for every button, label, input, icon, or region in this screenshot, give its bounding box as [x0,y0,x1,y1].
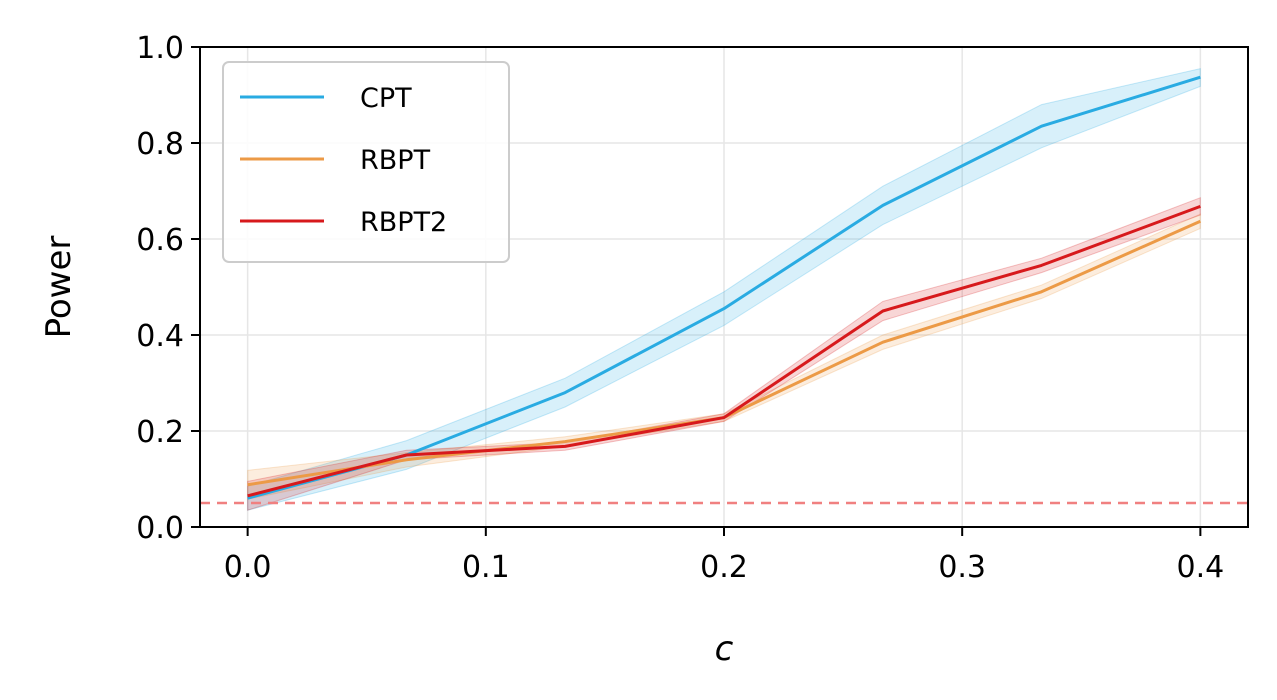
y-tick-label: 0.8 [136,127,184,162]
x-tick-label: 0.3 [938,550,986,585]
legend-label-rbpt2: RBPT2 [360,207,447,238]
x-tick-label: 0.0 [224,550,272,585]
axis-ticks: 0.0 0.1 0.2 0.3 0.4 0.0 0.2 0.4 0.6 0.8 1.0 [136,31,1224,585]
y-tick-label: 0.0 [136,511,184,546]
x-axis-title: c [715,629,734,669]
legend-box [222,61,510,263]
series-lines [247,75,1201,500]
band-cpt [247,67,1201,511]
legend: CPT RBPT RBPT2 [222,61,510,263]
y-tick-label: 0.4 [136,319,184,354]
x-tick-label: 0.1 [462,550,510,585]
y-tick-label: 0.6 [136,223,184,258]
x-tick-label: 0.4 [1177,550,1225,585]
y-tick-label: 1.0 [136,31,184,66]
y-axis-title: Power [39,236,79,339]
legend-label-rbpt: RBPT [360,145,431,176]
x-tick-label: 0.2 [700,550,748,585]
legend-label-cpt: CPT [360,83,412,114]
y-tick-label: 0.2 [136,415,184,450]
